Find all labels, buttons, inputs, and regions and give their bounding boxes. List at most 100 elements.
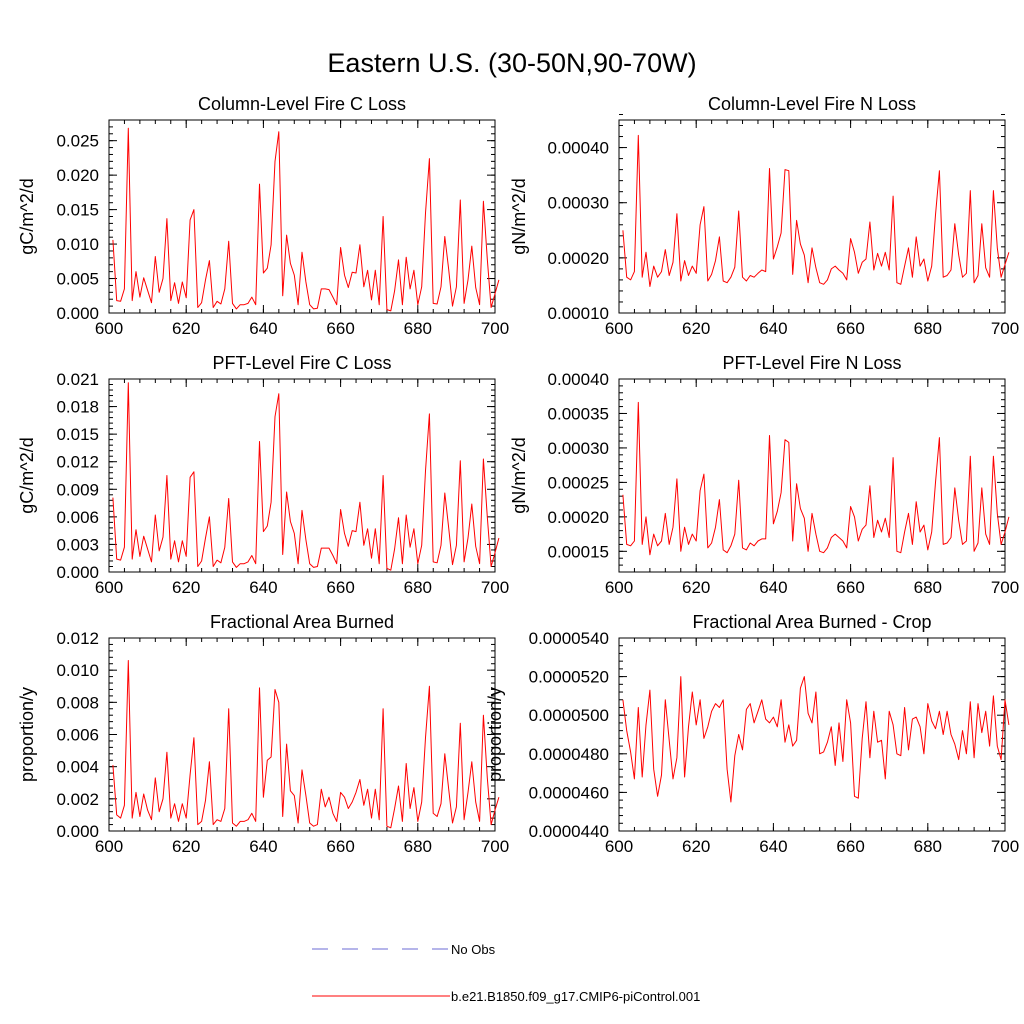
y-tick-label: 0.015: [56, 425, 99, 444]
x-tick-label: 600: [605, 319, 633, 338]
y-tick-label: 0.0000480: [529, 745, 609, 764]
y-tick-label: 0.006: [56, 726, 99, 745]
panel-title: Column-Level Fire N Loss: [708, 94, 916, 114]
x-tick-label: 700: [991, 578, 1019, 597]
chart-panel-4: PFT-Level Fire N Loss gN/m^2/d 600 620 640 66…: [509, 353, 1019, 597]
x-tick-label: 700: [991, 319, 1019, 338]
x-tick-label: 680: [914, 837, 942, 856]
x-tick-label: 600: [95, 578, 123, 597]
x-tick-label: 620: [682, 319, 710, 338]
y-tick-label: 0.006: [56, 508, 99, 527]
x-tick-label: 640: [249, 319, 277, 338]
x-tick-label: 660: [326, 319, 354, 338]
x-tick-label: 700: [481, 837, 509, 856]
y-axis-label: gN/m^2/d: [509, 178, 529, 254]
y-axis-label: gN/m^2/d: [509, 437, 529, 513]
y-tick-label: 0.00010: [548, 304, 609, 323]
panels: Column-Level Fire C Loss gC/m^2/d 600 620 64…: [17, 94, 1019, 856]
x-tick-label: 640: [249, 578, 277, 597]
series-line: [112, 127, 500, 312]
x-tick-label: 680: [404, 837, 432, 856]
plot-frame: [108, 119, 496, 314]
y-tick-label: 0.020: [56, 166, 99, 185]
y-tick-label: 0.009: [56, 480, 99, 499]
y-tick-label: 0.002: [56, 790, 99, 809]
y-tick-label: 0.000: [56, 304, 99, 323]
x-tick-label: 600: [605, 578, 633, 597]
y-tick-label: 0.021: [56, 370, 99, 389]
y-tick-label: 0.0000540: [529, 629, 609, 648]
x-tick-label: 640: [759, 319, 787, 338]
x-tick-label: 680: [914, 578, 942, 597]
x-tick-label: 640: [759, 837, 787, 856]
x-tick-label: 700: [481, 319, 509, 338]
plot-frame: [108, 378, 496, 573]
x-tick-label: 620: [682, 837, 710, 856]
series-line: [112, 382, 500, 571]
chart-panel-2: Column-Level Fire N Loss gN/m^2/d 600 620 64…: [509, 94, 1019, 338]
y-tick-label: 0.025: [56, 132, 99, 151]
chart-panel-1: Column-Level Fire C Loss gC/m^2/d 600 620 64…: [17, 94, 509, 338]
y-tick-label: 0.004: [56, 758, 99, 777]
y-tick-label: 0.008: [56, 693, 99, 712]
series-line: [112, 660, 500, 829]
panel-title: Fractional Area Burned - Crop: [692, 612, 931, 632]
y-axis-label: gC/m^2/d: [17, 178, 37, 254]
y-tick-label: 0.010: [56, 235, 99, 254]
y-tick-label: 0.00030: [548, 439, 609, 458]
x-tick-label: 620: [172, 578, 200, 597]
x-tick-label: 680: [914, 319, 942, 338]
x-tick-label: 700: [481, 578, 509, 597]
y-tick-label: 0.0000500: [529, 706, 609, 725]
y-tick-label: 0.012: [56, 629, 99, 648]
y-axis-label: proportion/y: [485, 687, 505, 782]
panel-title: Column-Level Fire C Loss: [198, 94, 406, 114]
y-tick-label: 0.003: [56, 535, 99, 554]
series-line: [622, 676, 1010, 803]
panel-title: Fractional Area Burned: [210, 612, 394, 632]
x-tick-label: 660: [836, 578, 864, 597]
plot-frame: [108, 637, 496, 832]
y-tick-label: 0.010: [56, 661, 99, 680]
x-tick-label: 700: [991, 837, 1019, 856]
x-tick-label: 640: [759, 578, 787, 597]
y-tick-label: 0.015: [56, 201, 99, 220]
x-tick-label: 600: [605, 837, 633, 856]
y-tick-label: 0.00020: [548, 508, 609, 527]
x-tick-label: 620: [172, 319, 200, 338]
y-tick-label: 0.005: [56, 270, 99, 289]
series-line: [622, 401, 1010, 556]
y-tick-label: 0.000: [56, 822, 99, 841]
chart-panel-5: Fractional Area Burned proportion/y 600 620…: [17, 612, 509, 856]
y-tick-label: 0.00025: [548, 473, 609, 492]
x-tick-label: 660: [836, 837, 864, 856]
y-axis-label: gC/m^2/d: [17, 437, 37, 513]
y-tick-label: 0.0000520: [529, 668, 609, 687]
plot-frame: [618, 637, 1006, 832]
y-tick-label: 0.00040: [548, 139, 609, 158]
x-tick-label: 620: [682, 578, 710, 597]
y-tick-label: 0.0000460: [529, 783, 609, 802]
x-tick-label: 660: [836, 319, 864, 338]
x-tick-label: 680: [404, 578, 432, 597]
x-tick-label: 600: [95, 837, 123, 856]
y-tick-label: 0.0000440: [529, 822, 609, 841]
y-tick-label: 0.00015: [548, 542, 609, 561]
y-tick-label: 0.00035: [548, 404, 609, 423]
y-tick-label: 0.000: [56, 563, 99, 582]
y-tick-label: 0.012: [56, 453, 99, 472]
figure-title: Eastern U.S. (30-50N,90-70W): [327, 48, 696, 78]
legend: No Obs b.e21.B1850.f09_g17.CMIP6-piContr…: [312, 942, 700, 1004]
x-tick-label: 660: [326, 837, 354, 856]
y-tick-label: 0.00020: [548, 249, 609, 268]
x-tick-label: 620: [172, 837, 200, 856]
x-tick-label: 600: [95, 319, 123, 338]
series-line: [622, 134, 1010, 287]
y-axis-label: proportion/y: [17, 687, 37, 782]
y-tick-label: 0.018: [56, 398, 99, 417]
legend-model-label: b.e21.B1850.f09_g17.CMIP6-piControl.001: [451, 989, 700, 1004]
plot-frame: [618, 119, 1006, 314]
panel-title: PFT-Level Fire C Loss: [212, 353, 391, 373]
panel-title: PFT-Level Fire N Loss: [722, 353, 901, 373]
